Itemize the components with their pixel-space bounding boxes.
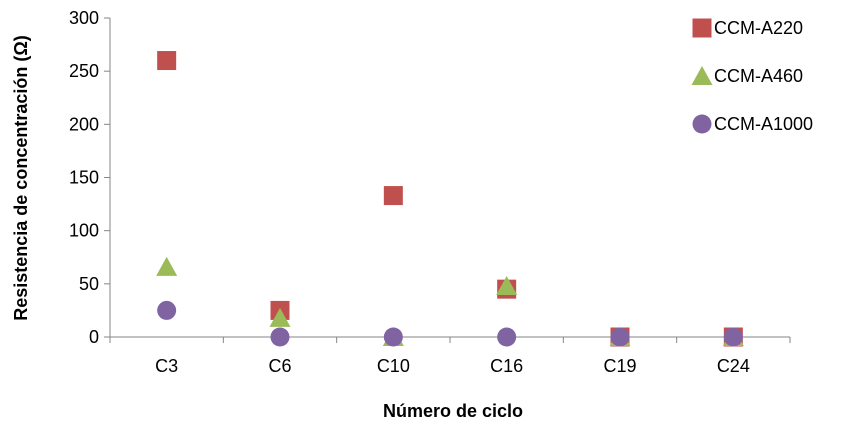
series-ccm-a220: [157, 51, 743, 347]
legend-marker-triangle: [691, 66, 713, 85]
y-tick-label: 50: [79, 274, 99, 294]
data-point-square: [383, 186, 403, 206]
data-point-circle: [610, 327, 630, 347]
y-tick-label: 300: [69, 8, 99, 28]
legend: CCM-A220 CCM-A460 CCM-A1000: [691, 18, 813, 134]
data-point-square: [157, 51, 177, 71]
data-point-circle: [383, 327, 403, 347]
series-ccm-a1000: [157, 300, 743, 347]
legend-item: CCM-A460: [691, 66, 803, 86]
legend-label: CCM-A220: [714, 18, 803, 38]
legend-item: CCM-A1000: [692, 114, 813, 134]
x-axis-title: Número de ciclo: [383, 401, 523, 421]
y-tick-label: 100: [69, 221, 99, 241]
legend-marker-square: [692, 18, 712, 38]
series-ccm-a460: [156, 256, 744, 346]
data-point-triangle: [269, 307, 291, 327]
data-point-circle: [723, 327, 743, 347]
axes: 0 50 100 150 200 250 300 C3 C6 C10 C16 C19 C24: [69, 8, 791, 376]
data-point-circle: [270, 327, 290, 347]
data-point-triangle: [496, 275, 518, 295]
y-tick-label: 0: [89, 327, 99, 347]
y-tick-label: 150: [69, 168, 99, 188]
data-points: [156, 51, 744, 347]
data-point-circle: [157, 300, 177, 320]
data-point-triangle: [156, 256, 178, 276]
x-tick-label: C16: [490, 356, 523, 376]
x-tick-label: C24: [717, 356, 750, 376]
y-tick-label: 200: [69, 114, 99, 134]
y-axis-title: Resistencia de concentración (Ω): [11, 35, 31, 321]
legend-label: CCM-A460: [714, 66, 803, 86]
legend-label: CCM-A1000: [714, 114, 813, 134]
x-tick-label: C19: [603, 356, 636, 376]
data-point-circle: [497, 327, 517, 347]
x-tick-label: C6: [268, 356, 291, 376]
legend-item: CCM-A220: [692, 18, 803, 38]
legend-marker-circle: [692, 114, 712, 134]
x-tick-label: C10: [377, 356, 410, 376]
y-tick-label: 250: [69, 61, 99, 81]
x-tick-label: C3: [155, 356, 178, 376]
